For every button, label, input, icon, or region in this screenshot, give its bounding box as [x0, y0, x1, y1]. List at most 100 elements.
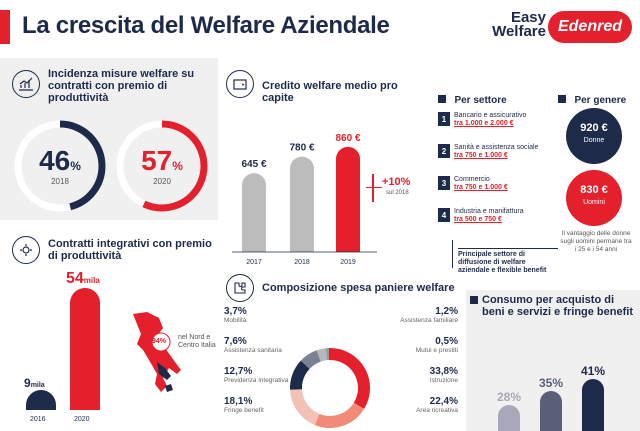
donut-2020-arc [116, 120, 208, 212]
credito-bar-2017 [242, 173, 266, 252]
composizione-item-right: 33,8% Istruzione [386, 366, 458, 391]
settore-range: tra 500 e 750 € [454, 216, 502, 223]
gear-icon [12, 236, 40, 264]
composizione-slice-2 [290, 388, 320, 426]
composizione-label: Mobilità [224, 317, 247, 324]
value-2020: 57 [141, 145, 173, 176]
italy-pct: 94% [152, 338, 167, 345]
composizione-right-list: 1,2% Assistenza familiare 0,5% Mutui e pres… [386, 306, 458, 426]
settore-label: Bancario e assicurativo [454, 112, 527, 119]
credito-bar-chart: 645 € 2017 780 € 2018 860 € 2019 [232, 133, 377, 266]
uomini-badge: 830 € Uomini [566, 170, 622, 226]
contratti-2016-value: 9mila [24, 376, 45, 390]
settore-item: 2 Sanità e assistenza sociale tra 750 e 1.… [438, 144, 548, 170]
composizione-value: 12,7% [224, 366, 253, 377]
value-2018: 46 [39, 145, 71, 176]
settore-header: Per settore [438, 90, 507, 108]
wallet-icon [226, 70, 254, 98]
logo-easy-text: Easy [510, 9, 546, 26]
composizione-slice-0 [329, 348, 370, 410]
credito-bar-2019 [336, 146, 360, 252]
consumo-bar-chart: 28% 35% 41% [497, 364, 605, 431]
composizione-item-right: 1,2% Assistenza familiare [386, 306, 458, 331]
composizione-label: Assistenza sanitaria [224, 347, 282, 354]
year-2020: 2020 [153, 177, 171, 186]
contratti-2016-bar [26, 390, 56, 410]
composizione-label: Mutui e prestiti [415, 347, 458, 354]
settore-range: tra 1.000 e 2.000 € [454, 120, 514, 127]
donut-2018-arc [14, 120, 106, 212]
puzzle-icon [226, 274, 254, 302]
edenred-logo: Edenred [548, 11, 632, 43]
consumo-bar-2018 [540, 391, 562, 431]
credito-growth: +10% [382, 176, 411, 188]
composizione-value: 18,1% [224, 396, 253, 407]
consumo-heading: Consumo per acquisto di beni e servizi e… [482, 294, 633, 318]
genere-note: Il vantaggio delle donne sugli uomini pe… [560, 230, 632, 253]
consumo-bar-2019 [582, 379, 604, 431]
settore-list: 1 Bancario e assicurativo tra 1.000 e 2.00… [438, 112, 548, 240]
composizione-label: Previdenza integrativa [224, 377, 289, 384]
composizione-value: 0,5% [435, 336, 458, 347]
credito-year-2018: 2018 [294, 259, 310, 266]
composizione-label: Assistenza familiare [400, 317, 458, 324]
composizione-label: Istruzione [429, 377, 458, 384]
settore-range: tra 750 e 1.000 € [454, 152, 508, 159]
donut-2020-label: 57% 2020 [114, 145, 210, 186]
credito-value-2017: 645 € [241, 159, 266, 170]
credito-growth-bar [372, 174, 374, 202]
credito-value-2018: 780 € [289, 143, 314, 154]
settore-note-connector [452, 240, 453, 268]
title-accent-bar [0, 10, 10, 44]
contratti-2020-value: 54mila [66, 270, 100, 287]
composizione-value: 3,7% [224, 306, 247, 317]
italy-map [133, 312, 181, 392]
genere-header: Per genere [558, 90, 626, 108]
settore-number: 3 [438, 176, 450, 190]
chart-growth-icon [12, 70, 40, 98]
composizione-item-left: 12,7% Previdenza integrativa [224, 366, 304, 391]
consumo-value-2017: 28% [497, 390, 521, 404]
composizione-item-left: 18,1% Fringe benefit [224, 396, 304, 421]
consumo-square-icon [470, 296, 478, 304]
settore-range: tra 750 e 1.000 € [454, 184, 508, 191]
year-2018: 2018 [51, 177, 69, 186]
italy-note: nel Nord e Centro Italia [178, 334, 216, 349]
settore-label: Commercio [454, 176, 490, 183]
consumo-bar-2017 [498, 405, 520, 431]
credito-year-2019: 2019 [340, 259, 356, 266]
settore-number: 2 [438, 144, 450, 158]
settore-square-icon [438, 94, 446, 103]
credito-bar-2018 [290, 156, 314, 252]
credito-year-2017: 2017 [246, 259, 262, 266]
settore-item: 1 Bancario e assicurativo tra 1.000 e 2.00… [438, 112, 548, 138]
donut-2020 [116, 120, 208, 212]
composizione-slice-1 [314, 402, 365, 428]
composizione-heading: Composizione spesa paniere welfare [262, 282, 455, 294]
pct-2018: % [70, 159, 81, 173]
credito-growth-sub: sul 2018 [386, 190, 409, 196]
composizione-item-left: 3,7% Mobilità [224, 306, 304, 331]
consumo-value-2019: 41% [581, 364, 605, 378]
credito-growth-line [366, 187, 382, 188]
composizione-value: 1,2% [435, 306, 458, 317]
contratti-2020-year: 2020 [74, 416, 90, 423]
composizione-slice-4 [300, 350, 322, 370]
page-title: La crescita del Welfare Aziendale [22, 12, 390, 39]
settore-note: Principale settore di diffusione di welf… [458, 248, 558, 275]
settore-item: 4 Industria e manifattura tra 500 e 750 € [438, 208, 548, 234]
composizione-label: Fringe benefit [224, 407, 264, 414]
settore-number: 4 [438, 208, 450, 222]
settore-label: Sanità e assistenza sociale [454, 144, 539, 151]
pct-2020: % [172, 159, 183, 173]
contratti-2020-bar [70, 288, 100, 410]
composizione-value: 33,8% [429, 366, 458, 377]
donne-badge: 920 € Donne [566, 108, 622, 164]
credito-value-2019: 860 € [335, 133, 360, 144]
composizione-item-right: 22,4% Area ricreativa [386, 396, 458, 421]
composizione-item-right: 0,5% Mutui e prestiti [386, 336, 458, 361]
settore-number: 1 [438, 112, 450, 126]
logo-welfare-text: Welfare [492, 23, 546, 40]
settore-label: Industria e manifattura [454, 208, 524, 215]
